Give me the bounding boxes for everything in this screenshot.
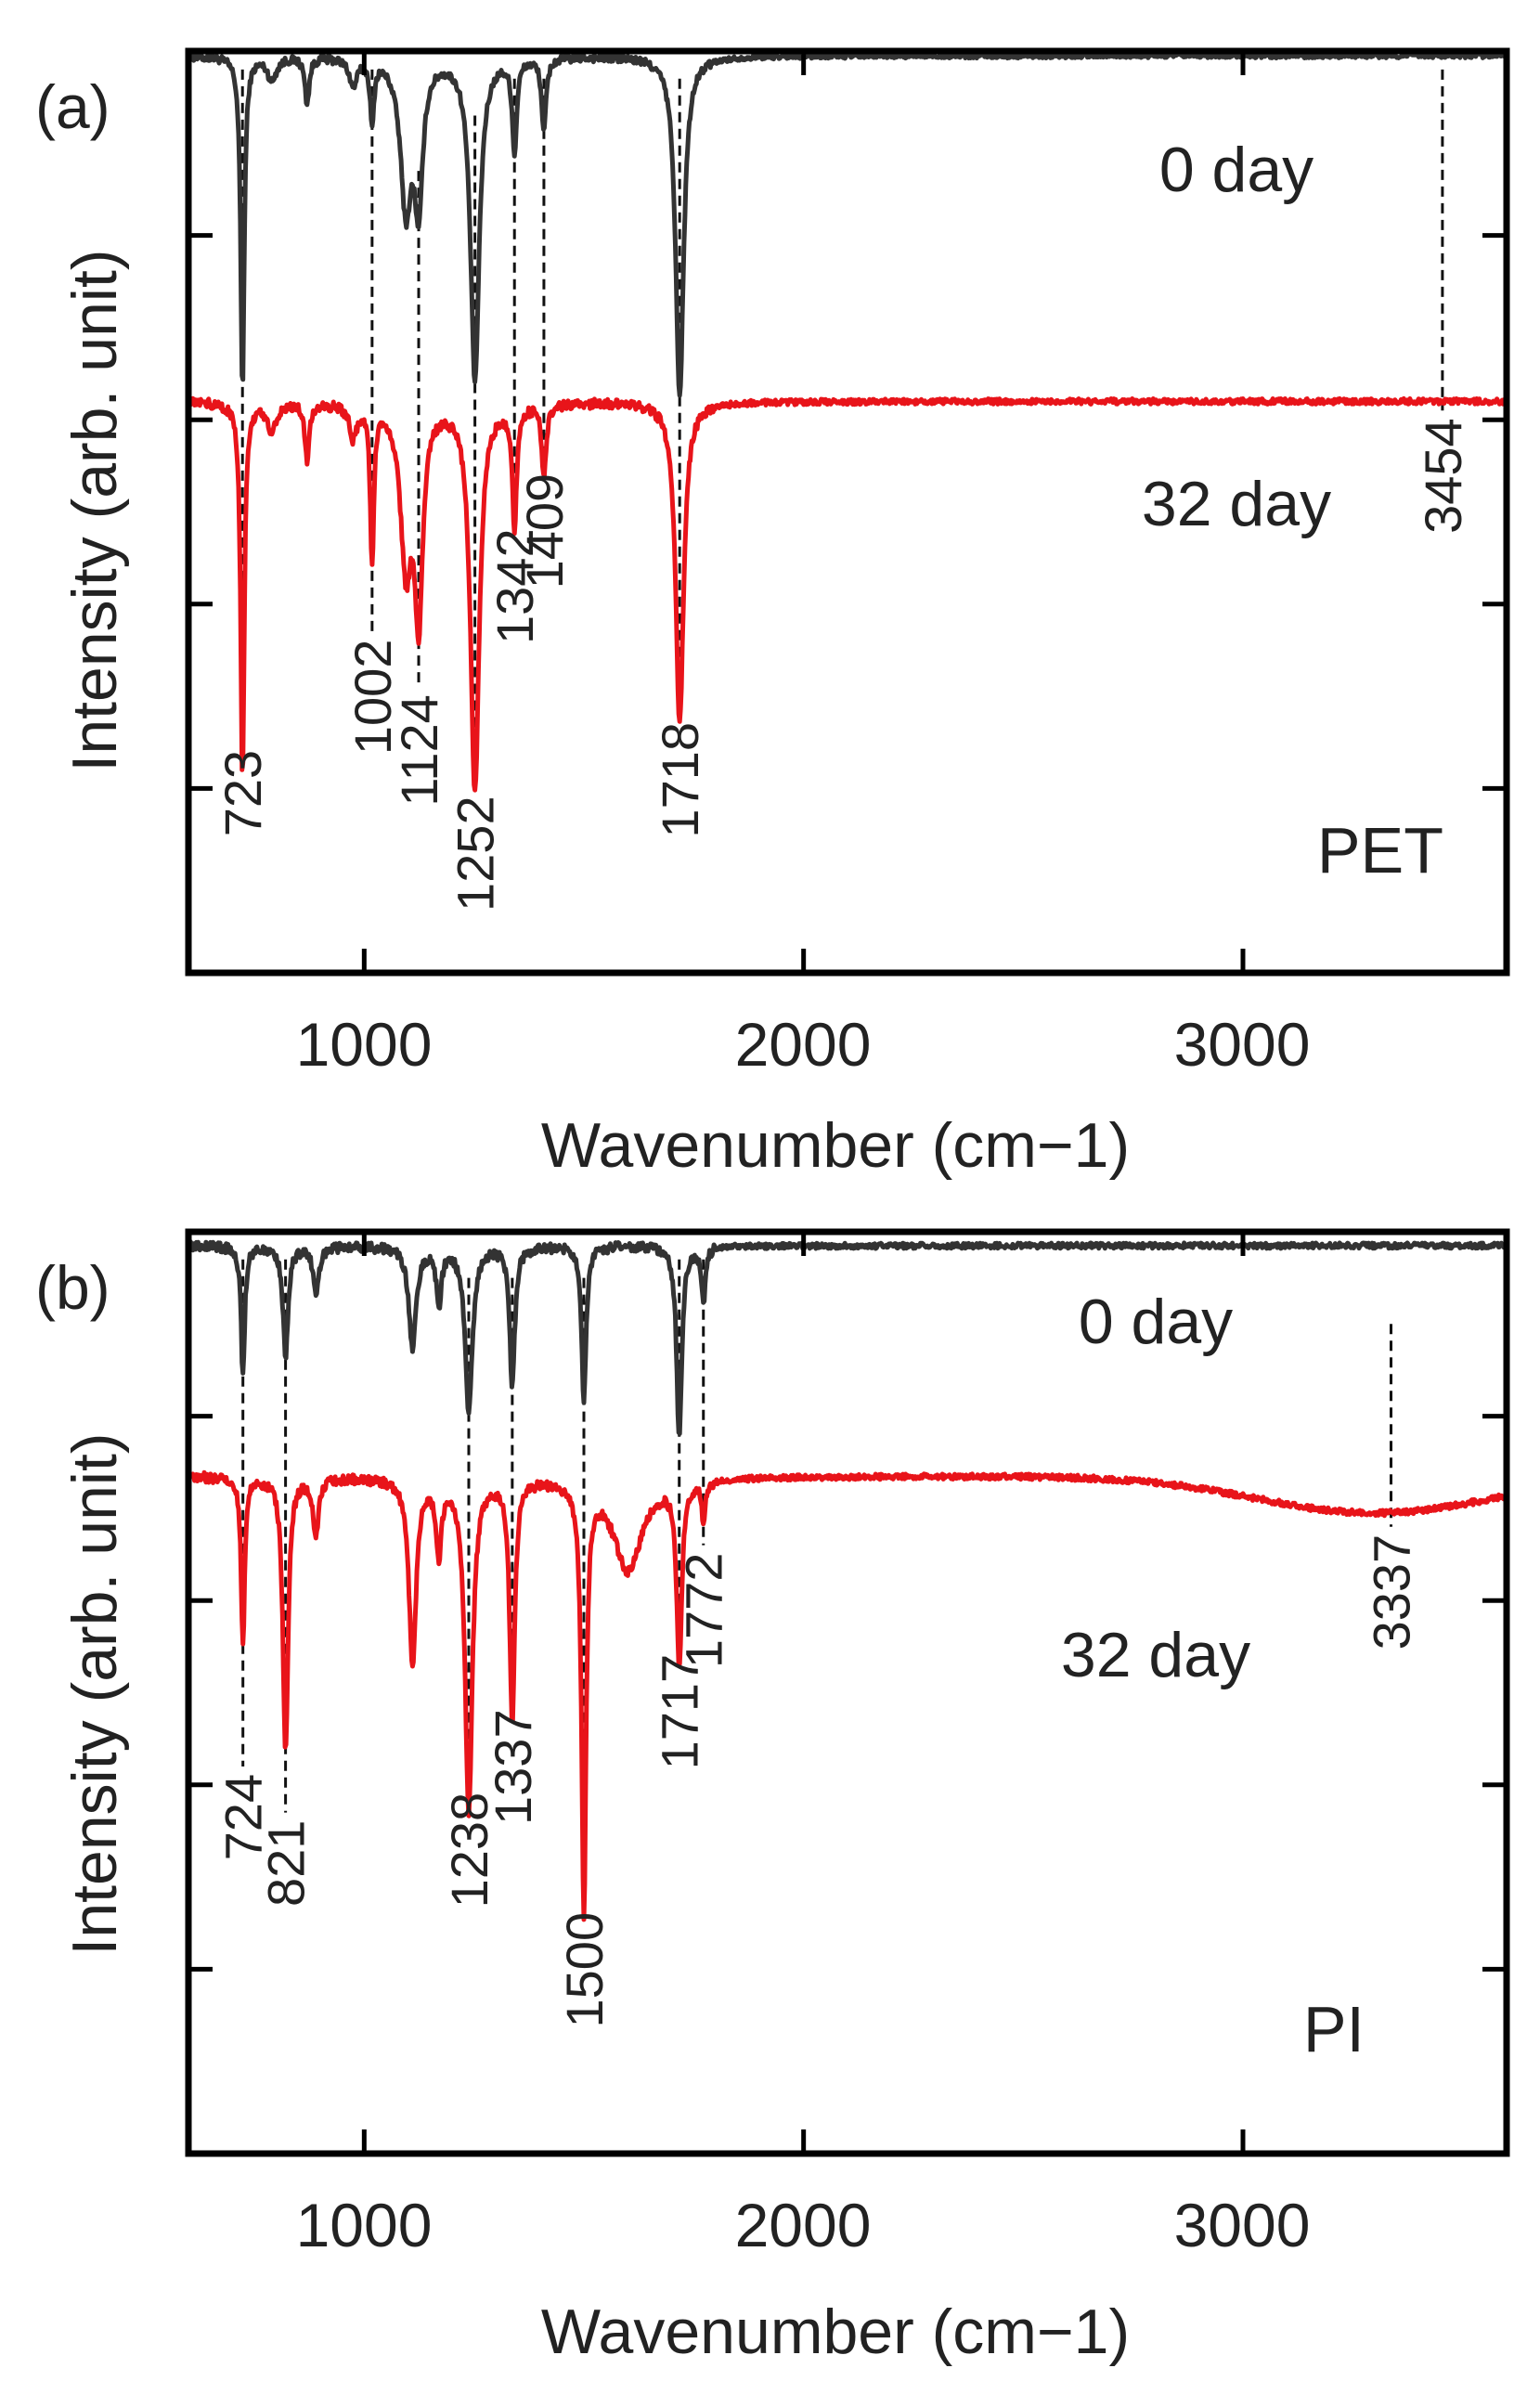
peak-label-1238: 1238 [440,1792,498,1909]
plot-frame [185,1228,1510,2157]
series-label-32-day: 32 day [1061,1620,1250,1690]
panel-label: (b) [35,1253,110,1322]
panel-label: (a) [35,72,110,141]
series-label-0-day: 0 day [1079,1287,1233,1357]
peak-label-723: 723 [214,750,272,836]
peak-label-1500: 1500 [555,1912,614,2028]
x-axis-title: Wavenumber (cm−1) [541,2297,1130,2367]
spectrum-0-day [188,51,1507,398]
spectra-series [188,1238,1507,1922]
x-tick-label-1000: 1000 [296,1010,433,1079]
axis-ticks [188,1232,1507,2154]
axis-ticks [188,51,1507,973]
peak-label-1718: 1718 [651,722,709,838]
spectrum-32-day [188,1469,1507,1922]
y-axis-title: Intensity (arb. unit) [59,249,130,771]
x-tick-label-2000: 2000 [735,1010,872,1079]
peak-label-724: 724 [214,1774,273,1860]
peak-label-3337: 3337 [1363,1534,1421,1650]
peak-label-3454: 3454 [1414,418,1472,534]
x-axis-title: Wavenumber (cm−1) [541,1110,1130,1181]
x-tick-label-1000: 1000 [296,2191,433,2259]
peak-label-1124: 1124 [390,694,448,806]
peak-label-821: 821 [257,1820,316,1907]
series-label-0-day: 0 day [1159,135,1314,205]
peak-label-1772: 1772 [675,1553,733,1669]
peak-label-1337: 1337 [484,1709,542,1825]
peak-label-1342: 1342 [485,528,544,644]
peak-label-1252: 1252 [446,796,505,912]
sample-label: PET [1317,814,1443,886]
peak-label-1002: 1002 [343,640,402,756]
sample-label: PI [1303,1993,1365,2065]
x-tick-label-3000: 3000 [1174,2191,1311,2259]
spectrum-32-day [188,395,1507,793]
peak-label-1409: 1409 [515,473,574,589]
plot-frame [185,47,1510,977]
series-label-32-day: 32 day [1142,469,1331,539]
x-tick-label-2000: 2000 [735,2191,872,2259]
peak-label-1717: 1717 [651,1654,709,1770]
x-tick-label-3000: 3000 [1174,1010,1311,1079]
y-axis-title: Intensity (arb. unit) [59,1432,130,1955]
spectrum-0-day [188,1238,1507,1436]
